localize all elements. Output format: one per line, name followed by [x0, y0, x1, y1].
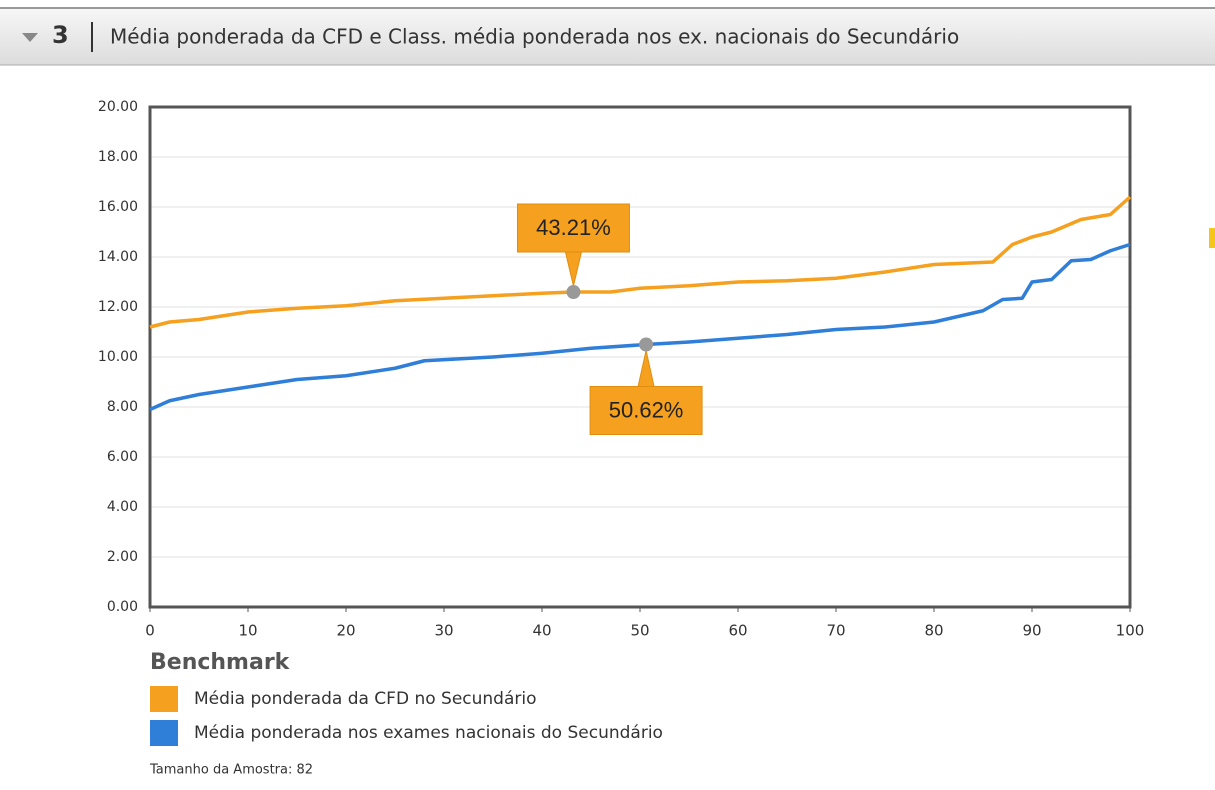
side-marker	[1209, 228, 1215, 248]
series-line	[149, 195, 1132, 329]
series-line	[149, 242, 1131, 412]
plot-border	[148, 105, 1132, 609]
x-tick-label: 30	[434, 622, 453, 640]
legend-label: Média ponderada nos exames nacionais do …	[194, 723, 663, 743]
y-tick-label: 20.00	[98, 99, 138, 115]
collapse-arrow[interactable]	[22, 33, 38, 42]
x-tick-label: 0	[145, 622, 155, 640]
x-tick-label: 90	[1022, 622, 1041, 640]
x-tick-label: 20	[336, 622, 355, 640]
y-tick-label: 8.00	[107, 399, 138, 415]
y-tick-label: 12.00	[98, 299, 138, 315]
legend-title: Benchmark	[150, 650, 291, 675]
callout-box	[516, 203, 630, 287]
legend-label: Média ponderada da CFD no Secundário	[194, 689, 537, 709]
sample-size: Tamanho da Amostra: 82	[149, 763, 313, 778]
section-title: Média ponderada da CFD e Class. média po…	[110, 25, 959, 49]
y-tick-label: 4.00	[107, 499, 138, 515]
annotation-marker	[566, 285, 581, 299]
y-tick-label: 16.00	[98, 199, 138, 215]
legend-swatch	[150, 686, 178, 712]
x-tick-label: 10	[238, 622, 257, 640]
callout-label: 50.62%	[609, 397, 684, 422]
y-tick-label: 14.00	[98, 249, 138, 265]
section-number: 3	[52, 21, 69, 49]
y-tick-label: 10.00	[98, 349, 138, 365]
x-tick-label: 70	[826, 622, 845, 640]
y-tick-label: 2.00	[107, 549, 138, 565]
x-tick-label: 80	[924, 622, 943, 640]
callout-box	[589, 350, 703, 435]
y-tick-label: 0.00	[107, 599, 138, 615]
x-tick-label: 60	[728, 622, 747, 640]
y-tick-label: 6.00	[107, 449, 138, 465]
legend-swatch	[150, 720, 178, 746]
x-tick-label: 100	[1116, 622, 1145, 640]
callout-label: 43.21%	[536, 215, 611, 240]
y-tick-label: 18.00	[98, 149, 138, 165]
annotation-marker	[639, 337, 654, 352]
header-bar	[0, 8, 1215, 65]
x-tick-label: 40	[532, 622, 551, 640]
x-tick-label: 50	[630, 622, 649, 640]
